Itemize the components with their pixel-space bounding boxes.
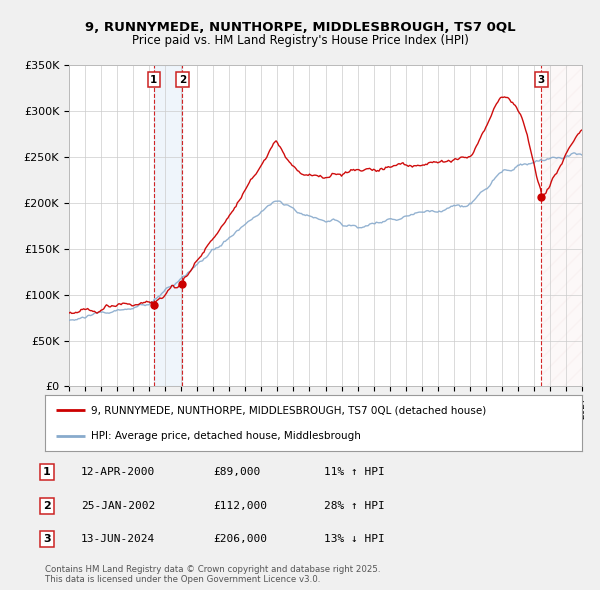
Text: 13-JUN-2024: 13-JUN-2024 (81, 534, 155, 543)
Text: 25-JAN-2002: 25-JAN-2002 (81, 501, 155, 510)
Text: 9, RUNNYMEDE, NUNTHORPE, MIDDLESBROUGH, TS7 0QL (detached house): 9, RUNNYMEDE, NUNTHORPE, MIDDLESBROUGH, … (91, 405, 486, 415)
Bar (154, 65, 182, 386)
Text: 3: 3 (538, 74, 545, 84)
Text: 1: 1 (150, 74, 157, 84)
Text: 2: 2 (43, 501, 50, 510)
Text: 28% ↑ HPI: 28% ↑ HPI (324, 501, 385, 510)
Text: Price paid vs. HM Land Registry's House Price Index (HPI): Price paid vs. HM Land Registry's House … (131, 34, 469, 47)
Text: 3: 3 (43, 534, 50, 543)
Text: 13% ↓ HPI: 13% ↓ HPI (324, 534, 385, 543)
Text: £112,000: £112,000 (213, 501, 267, 510)
Text: HPI: Average price, detached house, Middlesbrough: HPI: Average price, detached house, Midd… (91, 431, 361, 441)
Bar (541, 65, 582, 386)
Text: 1: 1 (43, 467, 50, 477)
Text: 12-APR-2000: 12-APR-2000 (81, 467, 155, 477)
Text: 11% ↑ HPI: 11% ↑ HPI (324, 467, 385, 477)
Text: £89,000: £89,000 (213, 467, 260, 477)
Text: 9, RUNNYMEDE, NUNTHORPE, MIDDLESBROUGH, TS7 0QL: 9, RUNNYMEDE, NUNTHORPE, MIDDLESBROUGH, … (85, 21, 515, 34)
Text: Contains HM Land Registry data © Crown copyright and database right 2025.
This d: Contains HM Land Registry data © Crown c… (45, 565, 380, 584)
Text: 2: 2 (179, 74, 186, 84)
Text: £206,000: £206,000 (213, 534, 267, 543)
